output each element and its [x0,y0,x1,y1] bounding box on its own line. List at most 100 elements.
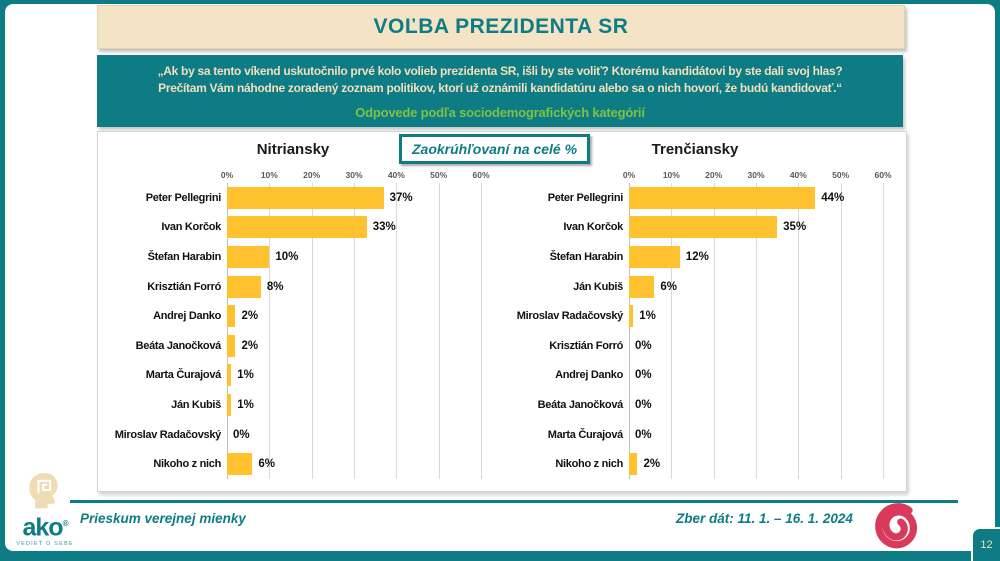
bar-row: 6% [227,449,481,479]
gridline [883,183,884,479]
bar [629,305,634,328]
bar-row: 1% [629,301,883,331]
gridline [396,183,398,479]
axis-tick: 0% [622,170,636,180]
bar [227,334,236,357]
category-label: Ivan Korčok [161,221,221,234]
value-label: 10% [275,250,299,263]
category-label: Štefan Harabin [549,250,624,263]
rounding-note-badge: Zaokrúhľovaní na celé % [399,134,591,164]
bar [227,393,232,416]
value-label: 37% [389,191,413,204]
category-label: Nikoho z nich [555,458,623,471]
gridline [798,183,800,479]
axis-row: 0% 10% 20% 30% 40% 50% 60% [221,165,490,183]
axis-tick: 40% [387,170,405,180]
axis-tick: 20% [303,170,321,180]
value-label: 6% [660,280,678,293]
chart-body: Peter Pellegrini Ivan Korčok Štefan Harabi… [105,183,482,479]
axis-tick: 60% [472,170,490,180]
category-label: Krisztián Forró [147,280,221,293]
chart-trenciansky: Trenčiansky 0% 10% 20% 30% 40% 50% 60% Peter P… [507,137,892,479]
category-label: Marta Čurajová [547,428,624,441]
bar [227,245,270,268]
value-label: 0% [233,428,250,441]
bar-row: 2% [629,449,883,479]
bar-row: 0% [227,420,481,450]
bar-row: 12% [629,242,883,272]
bar-row: 0% [629,331,883,361]
axis-tick: 10% [662,170,680,180]
category-column: Peter Pellegrini Ivan Korčok Štefan Harabi… [507,183,629,479]
question-box: „Ak by sa tento víkend uskutočnilo prvé … [97,55,903,127]
value-label: 0% [635,428,652,441]
gridline [629,183,630,479]
value-label: 1% [237,398,254,411]
category-label: Štefan Harabin [147,250,222,263]
value-label: 2% [241,310,259,323]
gridline [269,183,271,479]
gridline [438,183,440,479]
bar-row: 10% [227,242,481,272]
category-label: Miroslav Radačovský [516,310,624,323]
bar-row: 2% [227,331,481,361]
bar-row: 8% [227,272,481,302]
value-label: 35% [783,221,807,234]
ako-head-icon [29,472,58,509]
bar [227,305,236,328]
gridline [354,183,355,479]
axis-tick: 30% [345,170,363,180]
survey-type-label: Prieskum verejnej mienky [80,511,246,526]
category-label: Miroslav Radačovský [114,428,222,441]
category-label: Peter Pellegrini [145,191,222,204]
gridline [713,183,715,479]
value-label: 1% [237,369,254,382]
bar-row: 37% [227,183,481,213]
category-label: Ivan Korčok [563,221,623,234]
value-label: 0% [635,369,652,382]
category-label: Andrej Danko [555,369,623,382]
ako-logo-text: ako® [22,513,69,542]
gridline [481,183,482,479]
value-label: 2% [643,458,661,471]
axis-tick: 20% [705,170,723,180]
gridline [756,183,757,479]
bar [227,364,232,387]
value-label: 12% [685,250,709,263]
chart-title: Trenčiansky [651,141,739,158]
bar [227,453,253,476]
category-label: Andrej Danko [153,310,221,323]
bar-row: 0% [629,390,883,420]
axis-tick: 40% [789,170,807,180]
axis-row: 0% 10% 20% 30% 40% 50% 60% [623,165,892,183]
category-label: Beáta Janočková [537,398,624,411]
chart-nitriansky: Nitriansky 0% 10% 20% 30% 40% 50% 60% Peter Pe… [105,137,490,479]
question-subtitle: Odpovede podľa sociodemografických kateg… [355,105,645,120]
value-label: 1% [639,310,656,323]
ako-logo: ako® VEDIEŤ O SEBE [12,471,78,547]
bar-row: 1% [227,361,481,391]
axis-tick: 0% [220,170,234,180]
value-label: 8% [266,280,284,293]
category-label: Beáta Janočková [135,339,222,352]
axis-tick: 30% [747,170,765,180]
ako-logo-tagline: VEDIEŤ O SEBE [16,541,74,548]
question-line-1: „Ak by sa tento víkend uskutočnilo prvé … [157,64,843,78]
footer-divider [70,500,958,503]
page-number: 12 [971,527,1000,561]
category-label: Peter Pellegrini [547,191,624,204]
bar [227,275,261,298]
bar [227,216,367,239]
question-line-2: Prečítam Vám náhodne zoradený zoznam pol… [158,81,842,95]
value-label: 0% [635,339,652,352]
category-label: Ján Kubiš [171,398,221,411]
bar [629,216,778,239]
category-label: Ján Kubiš [573,280,623,293]
bar [629,275,655,298]
axis-tick: 50% [430,170,448,180]
bar-row: 0% [629,420,883,450]
bar-row: 35% [629,213,883,243]
value-label: 33% [372,221,396,234]
category-label: Nikoho z nich [153,458,221,471]
bar [629,245,680,268]
